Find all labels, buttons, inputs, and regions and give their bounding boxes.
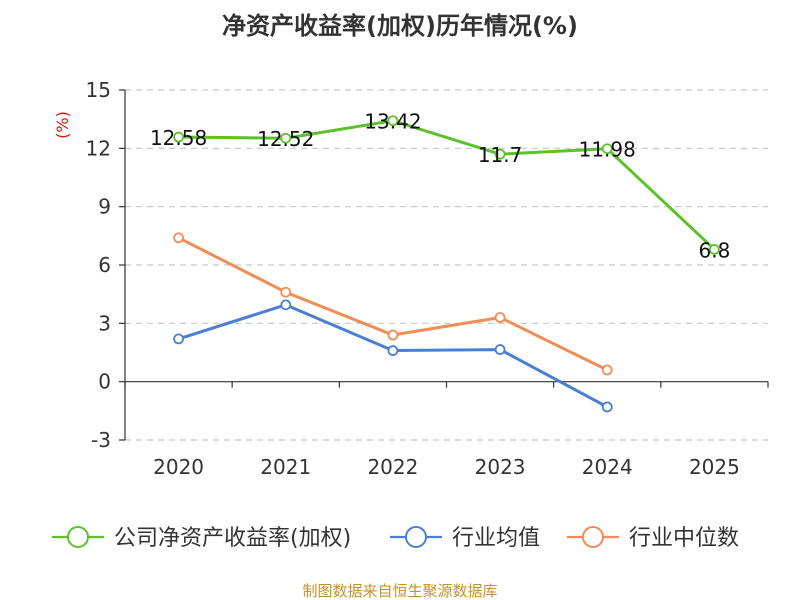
data-point-2[interactable] xyxy=(387,329,399,341)
data-point-1[interactable] xyxy=(494,344,506,355)
data-point-0[interactable] xyxy=(280,132,292,144)
legend-marker-icon xyxy=(582,526,604,548)
data-point-1[interactable] xyxy=(280,299,292,311)
data-label: 12.58 xyxy=(150,126,207,150)
legend-marker-icon xyxy=(67,526,89,548)
series-layer xyxy=(173,115,720,413)
x-tick-label: 2021 xyxy=(260,455,311,479)
data-point-0[interactable] xyxy=(601,143,613,155)
y-tick-label: 3 xyxy=(98,311,111,335)
x-tick-label: 2025 xyxy=(689,455,740,479)
legend-label: 公司净资产收益率(加权) xyxy=(114,526,351,551)
x-tick-label: 2023 xyxy=(475,455,526,479)
y-tick-label: 6 xyxy=(98,253,111,277)
y-tick-label: 0 xyxy=(98,370,111,394)
legend-item-0[interactable]: 公司净资产收益率(加权) xyxy=(52,526,351,551)
data-point-0[interactable] xyxy=(173,131,184,143)
legend-label: 行业均值 xyxy=(452,526,540,551)
legend-label: 行业中位数 xyxy=(629,526,739,551)
data-labels: 12.58 12.52 13.42 11.7 11.98 6.8 xyxy=(150,110,730,263)
data-point-1[interactable] xyxy=(387,345,399,356)
x-tick-label: 2022 xyxy=(367,455,418,479)
data-point-2[interactable] xyxy=(280,286,292,298)
axes: -3 0 3 6 9 12 15 2020 2021 2022 2023 2024 2025 xyxy=(86,78,769,479)
data-point-1[interactable] xyxy=(173,333,184,345)
legend-item-1[interactable]: 行业均值 xyxy=(390,526,540,551)
data-point-2[interactable] xyxy=(494,312,506,323)
chart-title: 净资产收益率(加权)历年情况(%) xyxy=(222,12,578,40)
data-point-0[interactable] xyxy=(387,115,399,127)
y-axis-unit: (%) xyxy=(53,111,72,139)
data-label: 11.98 xyxy=(579,138,636,162)
y-tick-label: 9 xyxy=(98,195,111,219)
data-label: 13.42 xyxy=(364,110,421,134)
x-tick-label: 2024 xyxy=(582,455,633,479)
data-point-2[interactable] xyxy=(173,232,184,244)
source-note: 制图数据来自恒生聚源数据库 xyxy=(302,582,497,600)
y-tick-label: 12 xyxy=(86,136,111,160)
legend-marker-icon xyxy=(405,526,427,548)
series-line-0 xyxy=(178,119,716,251)
x-tick-label: 2020 xyxy=(153,455,204,479)
y-tick-label: -3 xyxy=(91,428,111,452)
legend-item-2[interactable]: 行业中位数 xyxy=(567,526,739,551)
data-point-1[interactable] xyxy=(601,401,613,413)
data-point-2[interactable] xyxy=(601,364,613,376)
data-label: 11.7 xyxy=(478,143,523,167)
data-label: 6.8 xyxy=(699,238,731,262)
data-point-0[interactable] xyxy=(494,148,506,160)
legend: 公司净资产收益率(加权) 行业均值 行业中位数 xyxy=(52,526,739,551)
y-tick-label: 15 xyxy=(86,78,111,102)
data-point-0[interactable] xyxy=(709,244,720,255)
grid-lines xyxy=(125,89,768,441)
data-label: 12.52 xyxy=(257,127,314,151)
